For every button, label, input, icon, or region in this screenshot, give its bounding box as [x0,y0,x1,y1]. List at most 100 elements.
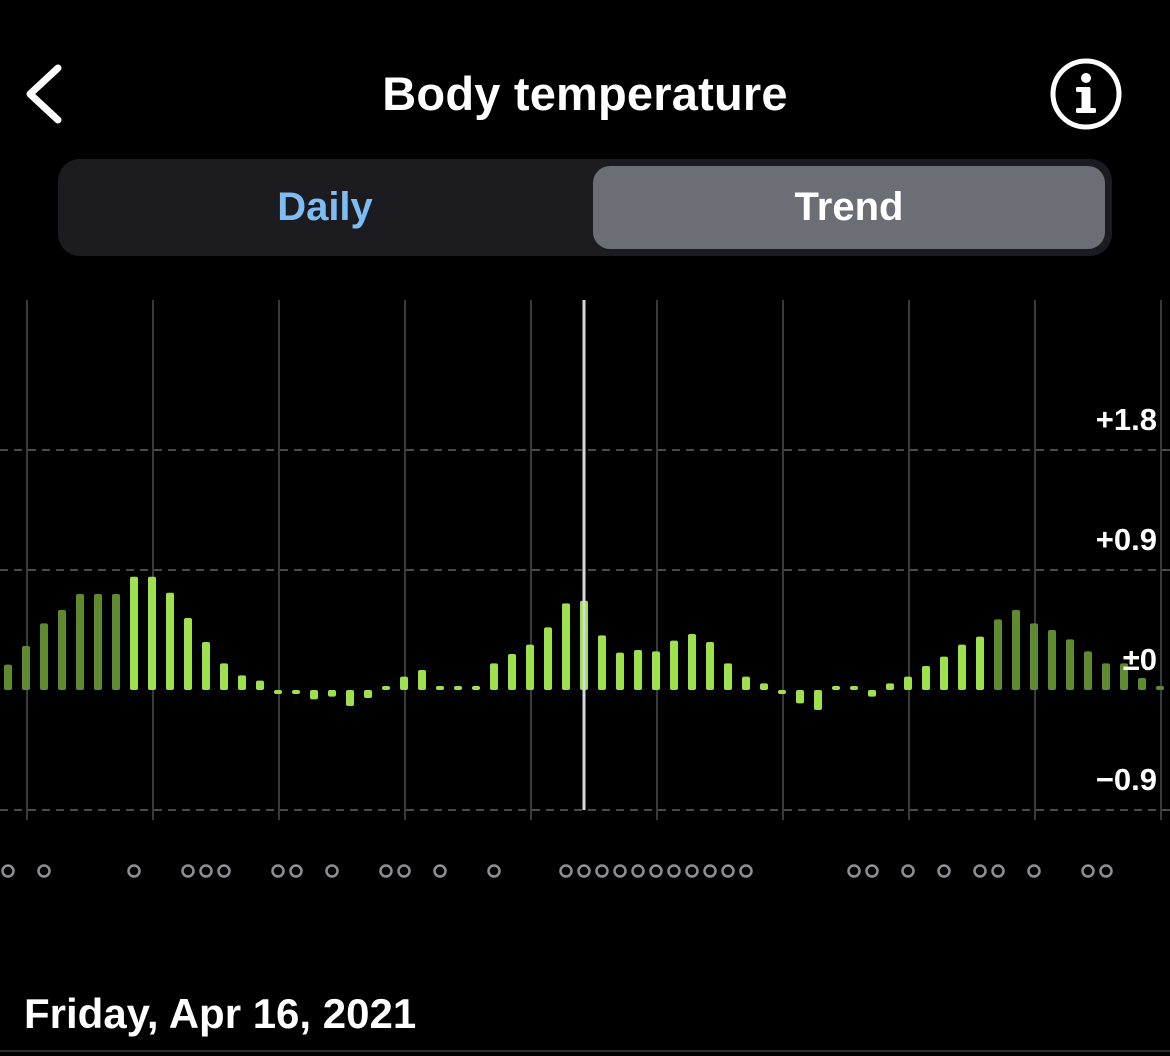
temperature-bar[interactable] [256,680,264,690]
temperature-bar[interactable] [1156,686,1164,690]
event-marker [181,864,195,878]
temperature-bar[interactable] [454,686,462,690]
event-marker [865,864,879,878]
temperature-bar[interactable] [1102,663,1110,690]
temperature-bar[interactable] [886,683,894,690]
temperature-bar[interactable] [310,690,318,700]
temperature-bar[interactable] [1138,678,1146,690]
temperature-trend-chart[interactable]: +1.8 +0.9 ±0 −0.9 [0,290,1170,900]
event-marker [739,864,753,878]
event-marker [559,864,573,878]
temperature-bar[interactable] [1012,610,1020,690]
temperature-bar[interactable] [562,603,570,690]
selected-date: Friday, Apr 16, 2021 [24,990,417,1037]
temperature-bar[interactable] [508,654,516,690]
temperature-bar[interactable] [58,610,66,690]
event-marker [325,864,339,878]
temperature-bar[interactable] [1048,630,1056,690]
event-marker [685,864,699,878]
event-marker [217,864,231,878]
temperature-bar[interactable] [346,690,354,706]
temperature-bar[interactable] [958,644,966,690]
event-marker [1081,864,1095,878]
event-marker [199,864,213,878]
view-mode-segmented-control: Daily Trend [58,159,1112,256]
temperature-bar[interactable] [436,686,444,690]
event-marker [433,864,447,878]
temperature-bar[interactable] [850,686,858,690]
temperature-bar[interactable] [130,576,138,690]
event-marker [271,864,285,878]
temperature-bar[interactable] [634,650,642,690]
event-marker [973,864,987,878]
temperature-bar[interactable] [220,663,228,690]
tab-trend[interactable]: Trend [593,166,1105,249]
temperature-bar[interactable] [526,644,534,690]
temperature-bar[interactable] [544,627,552,690]
event-marker [127,864,141,878]
event-marker [901,864,915,878]
temperature-bar[interactable] [796,690,804,704]
event-marker [721,864,735,878]
temperature-bar[interactable] [1066,639,1074,690]
temperature-bar[interactable] [616,652,624,690]
temperature-bar[interactable] [238,675,246,690]
back-button[interactable] [22,62,70,126]
temperature-bar[interactable] [40,623,48,690]
temperature-bar[interactable] [382,686,390,690]
temperature-bar[interactable] [184,618,192,690]
temperature-bar[interactable] [490,663,498,690]
temperature-bar[interactable] [760,683,768,690]
event-marker [991,864,1005,878]
event-marker [595,864,609,878]
temperature-bar[interactable] [418,670,426,690]
event-marker [37,864,51,878]
event-marker [667,864,681,878]
temperature-bar[interactable] [1030,623,1038,690]
temperature-bar[interactable] [292,690,300,694]
temperature-bar[interactable] [22,646,30,690]
temperature-bar[interactable] [652,651,660,690]
temperature-bar[interactable] [112,594,120,690]
temperature-bar[interactable] [742,676,750,690]
temperature-bar[interactable] [76,594,84,690]
temperature-bar[interactable] [274,690,282,694]
temperature-bar[interactable] [904,676,912,690]
temperature-bar[interactable] [688,634,696,690]
temperature-bar[interactable] [472,686,480,690]
temperature-bar[interactable] [328,690,336,697]
temperature-bar[interactable] [1120,663,1128,690]
temperature-bar[interactable] [598,635,606,690]
temperature-bar[interactable] [940,656,948,690]
temperature-bar[interactable] [1084,651,1092,690]
y-tick-label: −0.9 [1096,762,1157,797]
temperature-bar[interactable] [148,576,156,690]
temperature-bar[interactable] [778,690,786,694]
event-marker [631,864,645,878]
event-marker [577,864,591,878]
temperature-bar[interactable] [994,619,1002,690]
event-marker [649,864,663,878]
temperature-bar[interactable] [202,642,210,690]
temperature-bar[interactable] [706,642,714,690]
temperature-bar[interactable] [670,640,678,690]
temperature-bar[interactable] [364,690,372,698]
y-tick-label: +1.8 [1096,402,1157,437]
temperature-bar[interactable] [868,690,876,697]
temperature-bar[interactable] [814,690,822,710]
info-circle-icon [1050,58,1122,130]
temperature-bar[interactable] [400,676,408,690]
temperature-bar[interactable] [922,666,930,690]
temperature-bar[interactable] [166,592,174,690]
temperature-bar[interactable] [4,664,12,690]
event-marker [289,864,303,878]
event-marker [1,864,15,878]
tab-daily[interactable]: Daily [277,185,373,229]
temperature-bar[interactable] [94,594,102,690]
temperature-bar[interactable] [724,663,732,690]
temperature-bar[interactable] [832,686,840,690]
event-marker [379,864,393,878]
info-button[interactable] [1048,56,1124,132]
event-marker [937,864,951,878]
temperature-bar[interactable] [976,636,984,690]
